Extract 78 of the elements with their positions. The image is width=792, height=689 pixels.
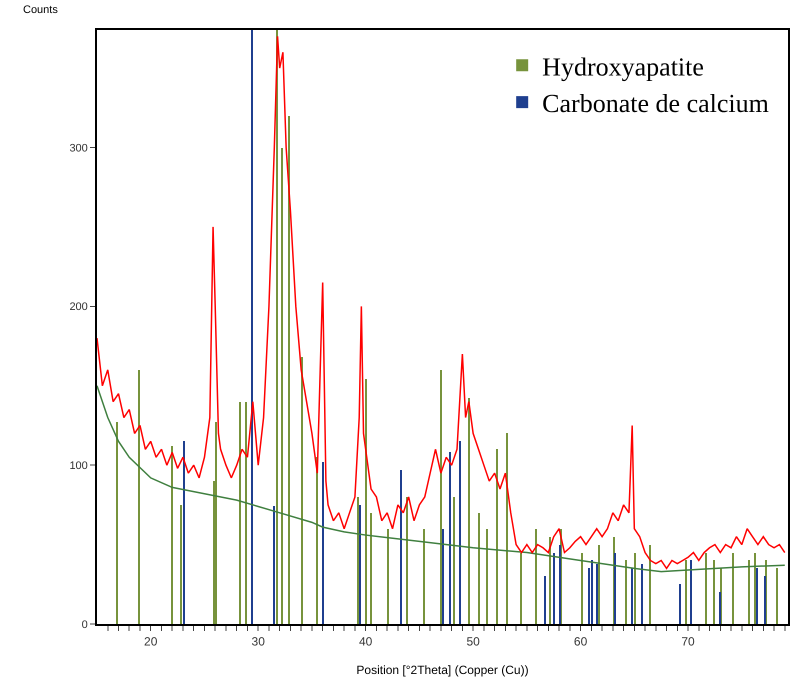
bar: [506, 433, 508, 624]
bar: [468, 398, 470, 624]
x-tick-label: 70: [681, 634, 696, 648]
bar: [183, 441, 185, 624]
bar: [520, 553, 522, 624]
bar: [245, 402, 247, 624]
bar: [641, 564, 643, 624]
bar: [764, 576, 766, 624]
x-axis-title: Position [°2Theta] (Copper (Cu)): [356, 662, 529, 677]
legend-label: Hydroxyapatite: [542, 52, 704, 82]
bar: [239, 402, 241, 624]
bar: [544, 576, 546, 624]
bar: [754, 553, 756, 624]
bar: [406, 497, 408, 624]
bar: [442, 529, 444, 624]
bar: [215, 422, 217, 624]
bar: [549, 537, 551, 624]
bar: [486, 529, 488, 624]
bar: [713, 560, 715, 624]
bar: [423, 529, 425, 624]
bar: [649, 545, 651, 624]
y-tick-label: 300: [69, 142, 88, 154]
bar: [776, 568, 778, 624]
line-series: [97, 385, 786, 572]
bar: [596, 564, 598, 624]
bar: [634, 553, 636, 624]
bar: [559, 545, 561, 624]
bar: [496, 449, 498, 624]
bar: [322, 462, 324, 624]
bar: [719, 592, 721, 624]
bar: [581, 553, 583, 624]
bar: [748, 560, 750, 624]
bar: [171, 446, 173, 624]
x-tick-label: 60: [574, 634, 588, 648]
bar: [535, 529, 537, 624]
x-tick-label: 30: [252, 634, 266, 648]
bar: [288, 116, 290, 624]
bar: [705, 553, 707, 624]
bar: [370, 513, 372, 624]
bar: [553, 553, 555, 624]
x-tick-label: 50: [466, 634, 480, 648]
bar: [276, 30, 278, 624]
bar: [180, 505, 182, 624]
bar: [359, 505, 361, 624]
bar: [116, 422, 118, 624]
bar: [756, 568, 758, 624]
bar: [449, 452, 451, 624]
bar: [400, 470, 402, 624]
bar: [273, 506, 275, 624]
legend-label: Carbonate de calcium: [542, 89, 769, 118]
y-tick-label: 100: [69, 460, 88, 472]
bar: [138, 370, 140, 624]
bar: [591, 560, 593, 624]
bar: [453, 497, 455, 624]
bar: [598, 545, 600, 624]
bar: [365, 379, 367, 624]
line-series: [97, 36, 786, 570]
bar: [690, 560, 692, 624]
y-tick-label: 200: [69, 301, 88, 314]
bar: [679, 584, 681, 624]
bar: [281, 148, 283, 624]
y-tick-label: 0: [82, 618, 88, 631]
bar: [387, 529, 389, 624]
y-axis-title: Counts: [23, 4, 58, 16]
bar: [440, 370, 442, 624]
x-tick-label: 40: [358, 634, 373, 648]
bar: [316, 457, 318, 624]
bar: [614, 553, 616, 624]
bar: [631, 568, 633, 624]
bar: [459, 441, 461, 624]
bar: [357, 497, 359, 624]
bar: [301, 357, 303, 624]
x-tick-label: 20: [144, 634, 158, 648]
bar: [251, 30, 253, 624]
bar: [625, 560, 627, 624]
bar: [478, 513, 480, 624]
bar: [685, 560, 687, 624]
bar: [732, 553, 734, 624]
